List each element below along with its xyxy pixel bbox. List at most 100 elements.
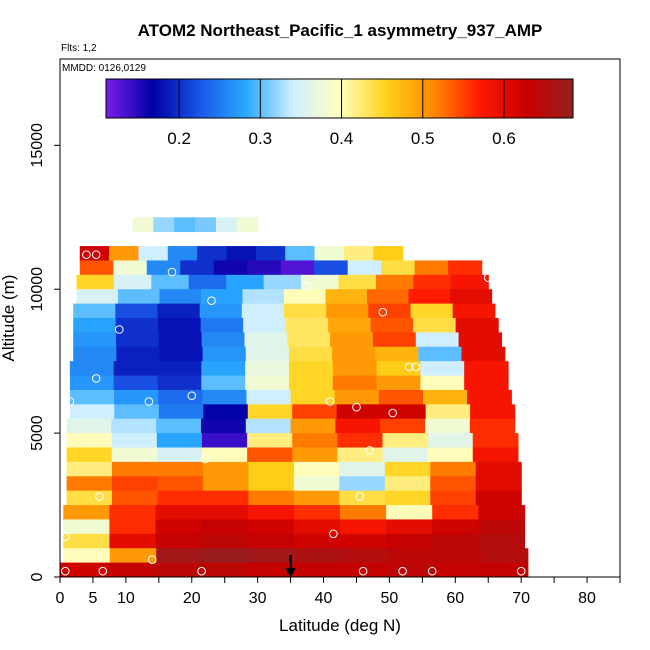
heatmap-cell (111, 433, 158, 448)
sample-marker (167, 267, 177, 277)
heatmap-cell (79, 260, 114, 276)
sample-marker (82, 250, 91, 259)
heatmap-cell (248, 490, 295, 506)
heatmap-cell (343, 246, 374, 261)
heatmap-cell (408, 289, 451, 305)
heatmap-cell (469, 418, 516, 434)
heatmap-cell (384, 461, 431, 477)
heatmap-cell (292, 404, 338, 420)
heatmap-cell (202, 346, 247, 362)
x-tick-label: 10 (117, 590, 135, 607)
sample-marker (187, 391, 197, 401)
sample-marker (207, 296, 216, 306)
heatmap-cell (339, 461, 386, 477)
sample-marker (200, 454, 210, 464)
heatmap-cell (174, 217, 196, 233)
flights-annotation: Flts: 1,2 (61, 43, 97, 54)
sample-marker (352, 402, 361, 412)
heatmap-cell (328, 318, 372, 333)
heatmap-cell (63, 505, 111, 520)
y-axis-label: Altitude (m) (0, 275, 18, 362)
y-tick-label: 10000 (29, 267, 46, 312)
heatmap-cell (106, 562, 155, 578)
heatmap-cell (330, 332, 374, 348)
sample-marker (95, 492, 104, 501)
heatmap-cell (347, 260, 382, 276)
heatmap-cell (245, 418, 292, 434)
heatmap-cell (432, 519, 479, 535)
heatmap-cell (244, 332, 288, 348)
heatmap-cell (380, 418, 426, 434)
heatmap-cell (201, 519, 249, 535)
colorbar-tick-label: 0.3 (248, 129, 272, 148)
heatmap-cell (116, 332, 160, 348)
heatmap-cell (325, 289, 368, 305)
x-tick-label: 0 (56, 590, 65, 607)
heatmap-cell (200, 318, 244, 333)
heatmap-cell (111, 447, 158, 463)
heatmap-cell (425, 404, 471, 420)
arrow-head (285, 568, 296, 578)
heatmap-cell (288, 361, 334, 376)
heatmap-cell (375, 346, 419, 362)
sample-marker (144, 397, 154, 406)
heatmap-cell (415, 332, 460, 348)
heatmap-cell (113, 274, 152, 290)
x-tick-label: 20 (183, 590, 201, 607)
heatmap-cell (247, 519, 295, 535)
heatmap-cell (478, 533, 526, 549)
heatmap-cell (263, 274, 302, 290)
heatmap-cell (461, 346, 506, 362)
heatmap-cell (341, 548, 390, 564)
heatmap-cell (382, 447, 429, 463)
heatmap-cell (248, 461, 295, 477)
sample-marker (61, 566, 70, 576)
heatmap-cell (76, 274, 115, 290)
heatmap-cell (63, 533, 111, 549)
heatmap-cell (155, 519, 203, 535)
heatmap-cell (200, 289, 244, 305)
heatmap-cell (226, 274, 265, 290)
heatmap-cell (367, 289, 410, 305)
heatmap-cell (386, 533, 433, 549)
heatmap-cell (158, 318, 202, 333)
heatmap-cell (153, 217, 175, 233)
heatmap-cell (434, 548, 482, 564)
sample-marker (358, 566, 368, 576)
heatmap-cell (450, 289, 493, 305)
heatmap-cell (138, 246, 169, 261)
heatmap-cell (427, 433, 474, 448)
y-tick-label: 5000 (29, 415, 46, 451)
heatmap-cell (384, 490, 431, 506)
heatmap-cell (60, 562, 108, 578)
heatmap-cell (293, 476, 340, 492)
heatmap-cell (332, 346, 376, 362)
heatmap-cell (226, 246, 257, 261)
heatmap-cell (288, 375, 334, 391)
heatmap-cell (290, 418, 336, 434)
sample-marker (365, 446, 374, 455)
sample-marker (378, 307, 388, 317)
heatmap-cell (153, 562, 201, 578)
heatmap-cell (114, 389, 159, 405)
heatmap-cell (213, 260, 248, 276)
heatmap-cell (290, 389, 336, 405)
heatmap-cell (115, 303, 159, 319)
heatmap-cell (455, 318, 499, 333)
heatmap-cell (245, 375, 290, 391)
date-annotation: MMDD: 0126,0129 (62, 63, 146, 74)
x-tick-label: 40 (315, 590, 333, 607)
heatmap-cell (79, 246, 110, 261)
heatmap-cell (382, 433, 429, 448)
colorbar-gradient (105, 78, 574, 119)
heatmap-cell (69, 389, 115, 405)
heatmap-cell (245, 346, 290, 362)
heatmap-cell (458, 332, 503, 348)
heatmap-cell (478, 505, 526, 520)
colorbar-tick-label: 0.5 (411, 129, 435, 148)
heatmap-cell (470, 404, 516, 420)
heatmap-cell (158, 389, 203, 405)
heatmap-cell (430, 461, 477, 477)
heatmap-cell (158, 332, 203, 348)
